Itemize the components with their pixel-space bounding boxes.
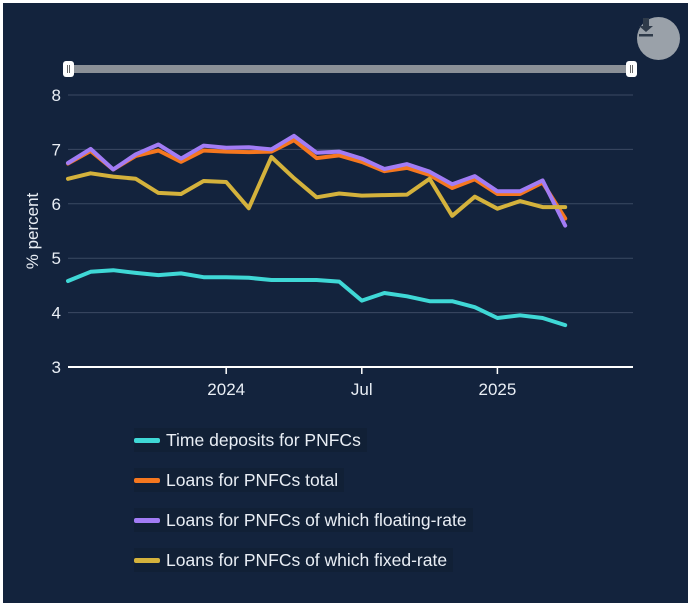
x-tick-label: 2025 [478, 380, 516, 399]
legend-swatch [134, 517, 160, 523]
legend-item-2[interactable]: Loans for PNFCs total [134, 468, 345, 492]
navigator-handle-right[interactable] [626, 61, 637, 77]
x-tick-label: 2024 [207, 380, 245, 399]
y-tick-label: 8 [52, 86, 61, 105]
axes: 3 4 5 6 7 8 2024 Jul 2025 [52, 86, 633, 399]
y-axis-label: % percent [23, 192, 42, 269]
legend-label: Loans for PNFCs total [166, 469, 339, 490]
series-line-1[interactable] [66, 268, 568, 328]
legend-swatch [134, 557, 160, 563]
range-navigator[interactable] [63, 61, 637, 77]
legend-label: Loans for PNFCs of which floating-rate [166, 509, 467, 530]
series-line-3[interactable] [66, 133, 568, 228]
series-line-2[interactable] [66, 138, 568, 221]
y-tick-label: 7 [52, 140, 61, 159]
legend-swatch [134, 437, 160, 443]
legend-item-1[interactable]: Time deposits for PNFCs [134, 428, 367, 452]
chart-panel: 3 4 5 6 7 8 2024 Jul 2025 % percent Time deposit… [3, 3, 688, 603]
series-line-4[interactable] [66, 155, 568, 218]
navigator-handle-left[interactable] [63, 61, 74, 77]
download-button[interactable] [637, 17, 680, 60]
navigator-track[interactable] [66, 65, 632, 73]
legend-item-4[interactable]: Loans for PNFCs of which fixed-rate [134, 548, 454, 572]
line-chart: 3 4 5 6 7 8 2024 Jul 2025 % percent [23, 61, 637, 399]
legend-item-3[interactable]: Loans for PNFCs of which floating-rate [134, 508, 473, 532]
legend-label: Loans for PNFCs of which fixed-rate [166, 549, 448, 570]
x-tick-label: Jul [351, 380, 373, 399]
y-tick-label: 4 [52, 304, 61, 323]
legend-swatch [134, 477, 160, 483]
y-tick-label: 6 [52, 195, 61, 214]
download-icon [639, 18, 653, 37]
grid-lines [68, 94, 633, 314]
legend-label: Time deposits for PNFCs [166, 429, 361, 450]
y-tick-label: 5 [52, 249, 61, 268]
y-tick-label: 3 [52, 358, 61, 377]
series-lines [66, 133, 568, 328]
